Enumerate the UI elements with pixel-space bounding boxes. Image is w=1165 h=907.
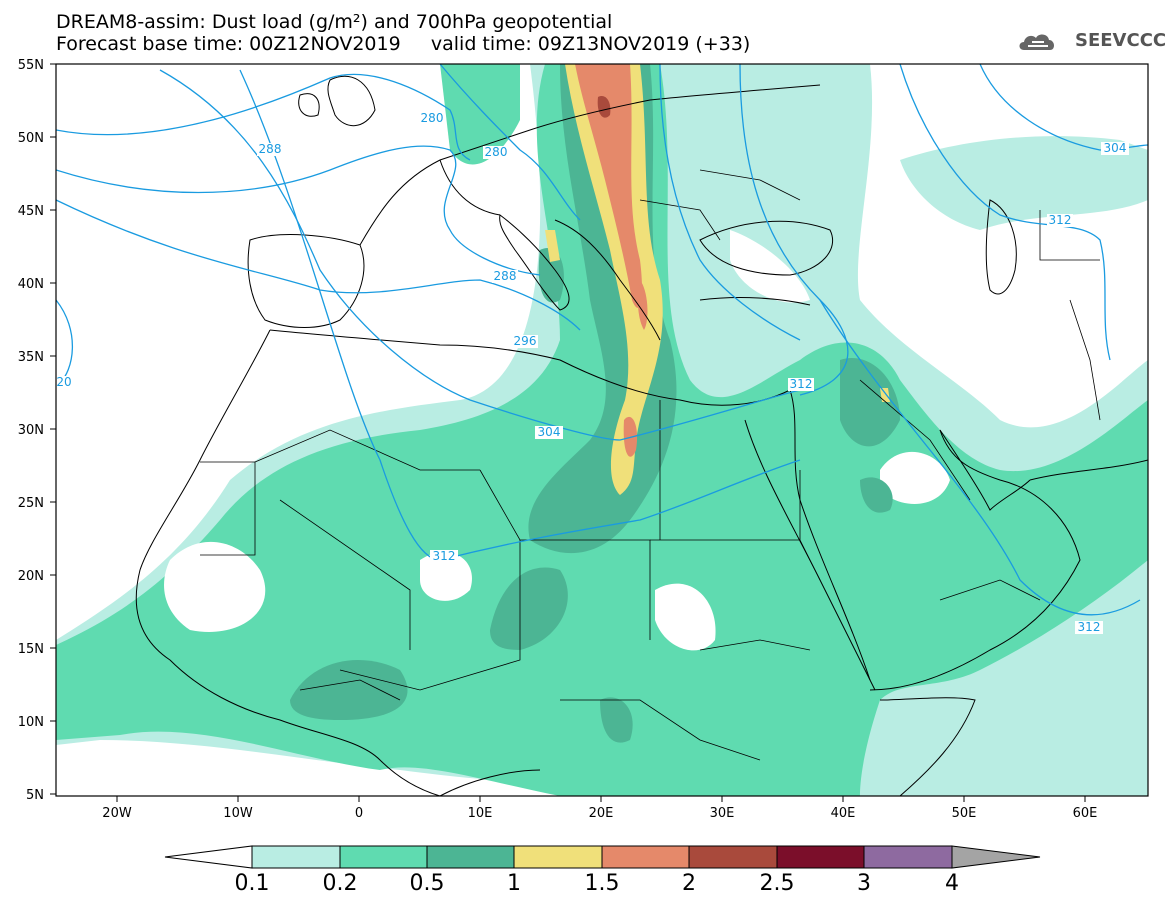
lat-label: 45N (18, 204, 44, 219)
lat-label: 35N (18, 350, 44, 365)
lon-label: 10E (468, 806, 493, 821)
colorbar-box (776, 845, 865, 869)
longitude-labels: 20W 10W 0 10E 20E 30E 40E 50E 60E (102, 806, 1097, 821)
lat-label: 15N (18, 642, 44, 657)
colorbar-box (426, 845, 515, 869)
lat-label: 25N (18, 496, 44, 511)
lat-label: 55N (18, 58, 44, 73)
lat-label: 40N (18, 277, 44, 292)
colorbar-box (601, 845, 690, 869)
contour-label: 280 (421, 111, 444, 125)
coastlines-and-borders (135, 75, 1148, 796)
lon-label: 0 (355, 806, 363, 821)
colorbar-label: 3 (857, 871, 871, 896)
colorbar-high-arrow (951, 845, 1041, 869)
colorbar-box (339, 845, 428, 869)
contour-label: 288 (259, 142, 282, 156)
map-frame (55, 63, 1149, 797)
lon-label: 60E (1073, 806, 1098, 821)
latitude-labels: 55N 50N 45N 40N 35N 30N 25N 20N 15N 10N … (18, 58, 44, 803)
lon-label: 20E (589, 806, 614, 821)
dust-layer-1.5 (575, 64, 648, 457)
map-plot-area (56, 64, 1148, 796)
contour-label: 296 (514, 334, 537, 348)
contour-label: 288 (494, 269, 517, 283)
lon-label: 50E (952, 806, 977, 821)
lon-label: 20W (102, 806, 132, 821)
colorbar-box (251, 845, 341, 869)
contour-label: 312 (790, 377, 813, 391)
contour-label: 20 (56, 375, 71, 389)
logo-text: SEEVCCC (1075, 30, 1165, 51)
contour-label: 304 (1104, 141, 1127, 155)
lon-label: 30E (710, 806, 735, 821)
lat-label: 5N (26, 788, 44, 803)
latitude-axis (50, 63, 56, 795)
contour-labels: 280 280 288 288 296 304 312 312 312 312 … (56, 111, 1129, 634)
colorbar-box (863, 845, 953, 869)
lon-label: 10W (223, 806, 253, 821)
colorbar-low-arrow (164, 845, 253, 869)
colorbar-labels: 0.1 0.2 0.5 1 1.5 2 2.5 3 4 (235, 871, 960, 896)
colorbar-label: 0.2 (323, 871, 358, 896)
contour-label: 304 (538, 425, 561, 439)
colorbar-box (688, 845, 778, 869)
colorbar-label: 4 (945, 871, 959, 896)
contour-label: 312 (1049, 213, 1072, 227)
lat-label: 50N (18, 131, 44, 146)
contour-label: 312 (433, 549, 456, 563)
colorbar-label: 2 (682, 871, 696, 896)
forecast-time-subtitle: Forecast base time: 00Z12NOV2019 valid t… (56, 33, 751, 55)
lat-label: 10N (18, 715, 44, 730)
dust-clear-regions (164, 230, 950, 651)
longitude-axis (116, 796, 1086, 802)
colorbar-label: 0.1 (235, 871, 270, 896)
dust-layer-2 (597, 96, 611, 118)
lon-label: 40E (831, 806, 856, 821)
lat-label: 30N (18, 423, 44, 438)
cloud-logo-icon (1019, 34, 1055, 50)
contour-label: 312 (1078, 620, 1101, 634)
colorbar-label: 2.5 (760, 871, 795, 896)
colorbar-label: 1 (507, 871, 521, 896)
colorbar-label: 0.5 (410, 871, 445, 896)
dust-layer-1 (545, 64, 890, 495)
lat-label: 20N (18, 569, 44, 584)
contour-label: 280 (485, 145, 508, 159)
colorbar (164, 845, 1041, 869)
geopotential-contours (56, 64, 1148, 616)
colorbar-box (513, 845, 603, 869)
map-title: DREAM8-assim: Dust load (g/m²) and 700hP… (56, 11, 613, 33)
colorbar-label: 1.5 (585, 871, 620, 896)
